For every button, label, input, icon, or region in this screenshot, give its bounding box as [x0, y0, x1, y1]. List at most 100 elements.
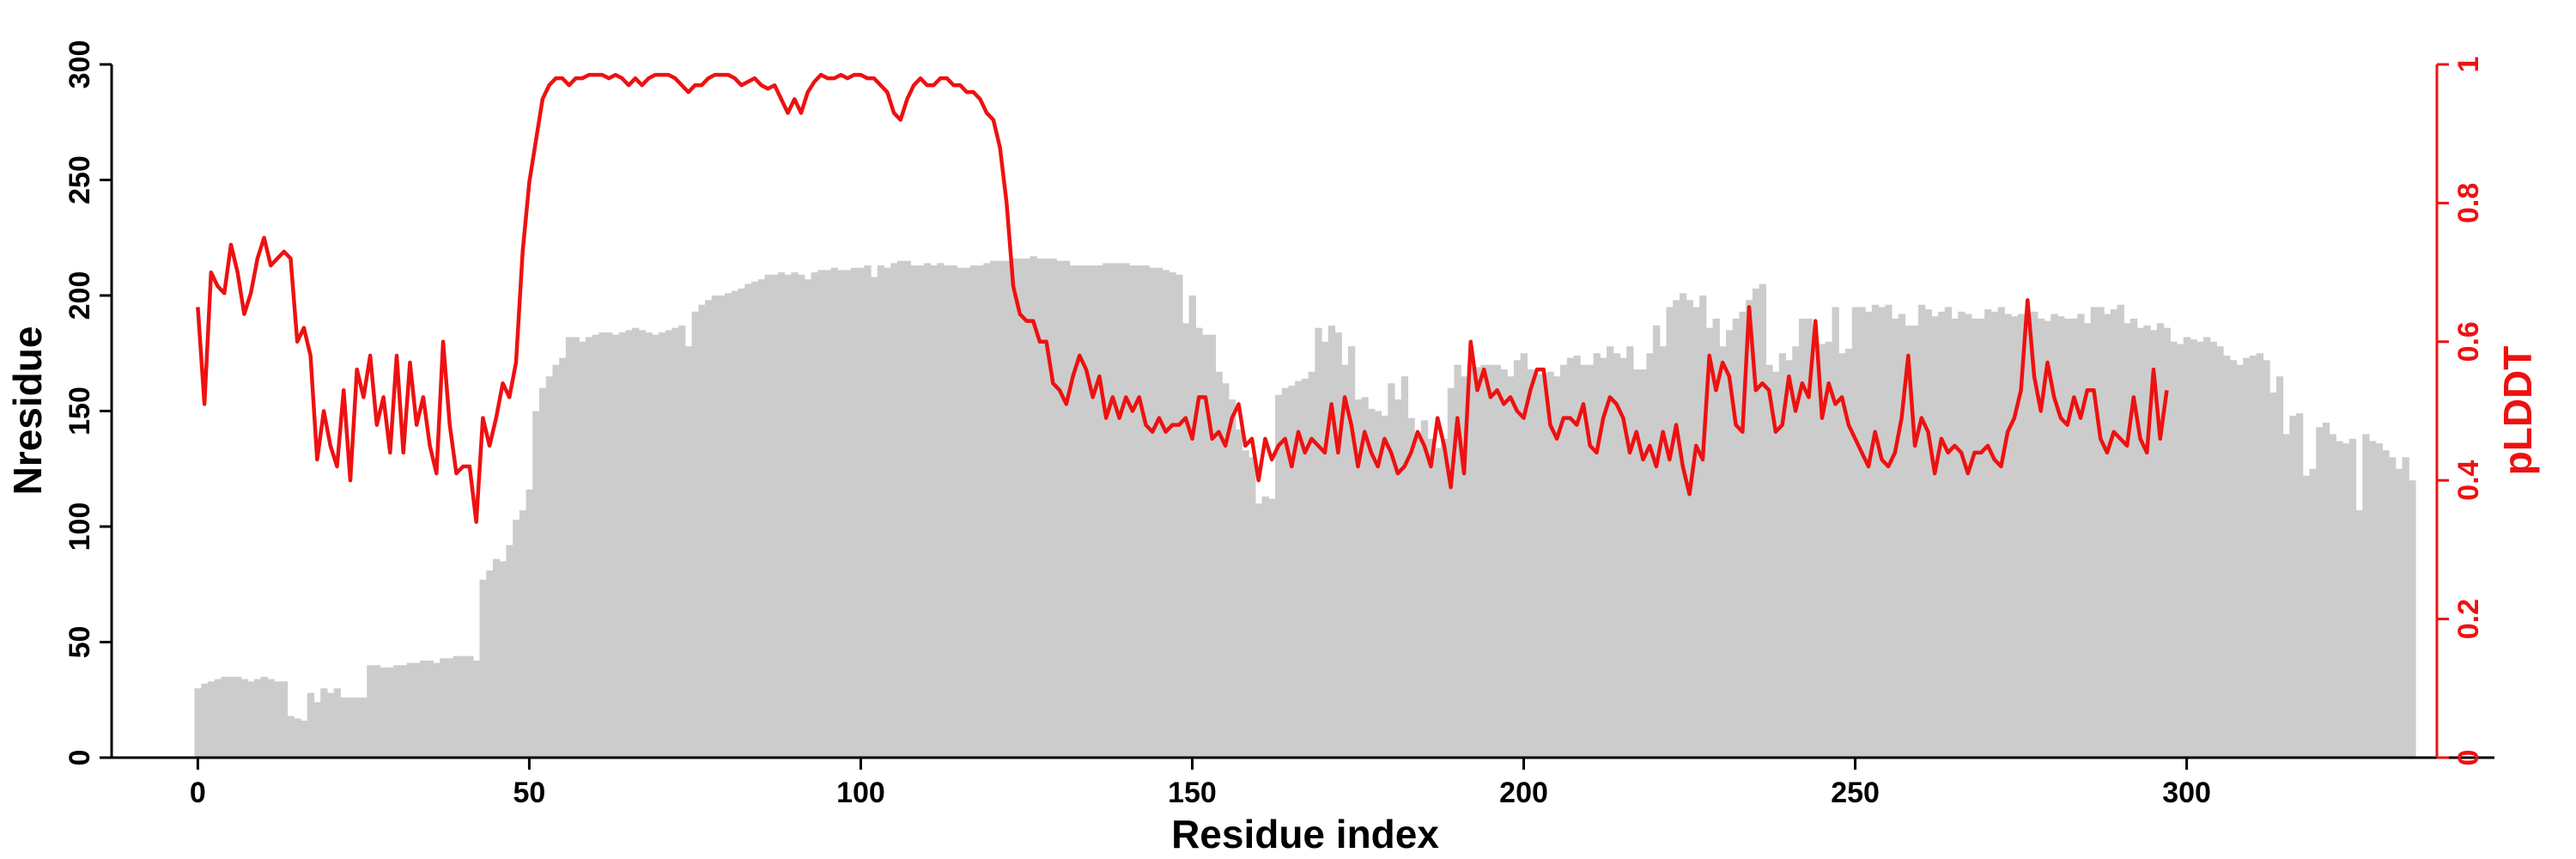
bar: [1156, 267, 1163, 758]
bar: [618, 332, 626, 758]
bar: [837, 270, 845, 758]
bar: [1892, 318, 1899, 758]
bar: [658, 332, 666, 758]
bar: [1036, 258, 1044, 758]
bar: [1566, 357, 1575, 758]
bar: [1115, 263, 1124, 758]
bar: [2402, 457, 2409, 758]
bar: [684, 346, 693, 758]
bar: [2269, 392, 2277, 758]
bar: [254, 679, 262, 758]
y-left-tick-label: 0: [64, 750, 96, 766]
bar: [817, 270, 825, 758]
bar: [1473, 367, 1481, 758]
bar: [1441, 438, 1449, 758]
bar: [1752, 288, 1760, 758]
bar: [1030, 256, 1037, 758]
bar: [857, 267, 865, 758]
bar: [1407, 417, 1415, 758]
bar: [2355, 510, 2363, 758]
bar: [784, 274, 792, 758]
bar: [983, 263, 991, 758]
bar: [1759, 283, 1766, 758]
y-right-tick-label: 0.4: [2452, 460, 2485, 500]
bar: [757, 279, 766, 758]
y-left-tick-label: 300: [64, 40, 96, 89]
bar: [1613, 353, 1621, 758]
bar: [1692, 307, 1700, 758]
bar: [896, 260, 905, 758]
bar: [1315, 327, 1322, 758]
bar: [751, 281, 759, 758]
bar: [2170, 341, 2178, 758]
bar: [446, 658, 454, 758]
bar: [399, 665, 408, 758]
bar: [2190, 339, 2197, 758]
bar: [1924, 309, 1932, 758]
bar: [2263, 360, 2270, 758]
bar: [1135, 265, 1144, 758]
bar: [333, 688, 341, 758]
bar: [340, 698, 348, 758]
y-left-tick-label: 100: [64, 503, 96, 551]
bar: [1805, 318, 1813, 758]
bar: [1798, 318, 1807, 758]
bar: [884, 267, 891, 758]
bar: [2004, 314, 2012, 758]
bar: [1480, 364, 1488, 758]
bar: [1182, 323, 1190, 758]
bar: [937, 263, 945, 758]
bar: [917, 265, 925, 758]
bar: [2216, 346, 2224, 758]
bar: [1619, 357, 1627, 758]
bar: [506, 545, 513, 758]
bar: [1593, 353, 1601, 758]
bar: [486, 570, 494, 758]
bar: [579, 341, 586, 758]
bar: [1414, 434, 1422, 758]
bar: [234, 676, 242, 758]
bar: [513, 519, 520, 758]
bar: [1673, 300, 1680, 758]
bar: [320, 688, 328, 758]
bar: [592, 334, 600, 758]
bar: [903, 260, 911, 758]
y-right-tick-label: 0.6: [2452, 321, 2485, 362]
bar: [930, 265, 938, 758]
bar: [1705, 327, 1714, 758]
bar: [433, 662, 440, 758]
bar: [950, 265, 957, 758]
bar: [2143, 325, 2151, 758]
y-axis-right-title: pLDDT: [2495, 346, 2540, 476]
bar: [1778, 353, 1787, 758]
plddt-line: [196, 72, 2169, 524]
bar: [1997, 307, 2005, 758]
bar: [2202, 337, 2211, 758]
y-axis-left-title: Nresidue: [5, 326, 50, 496]
bar: [214, 679, 222, 758]
bar: [1228, 399, 1236, 758]
bar: [1838, 353, 1846, 758]
bar: [996, 260, 1005, 758]
bar: [731, 290, 739, 758]
bar: [1520, 353, 1528, 758]
bar: [2348, 438, 2357, 758]
bar: [1149, 267, 1157, 758]
bar: [1301, 378, 1309, 758]
y-right-tick-label: 0: [2452, 750, 2485, 766]
bar: [598, 332, 606, 758]
bar: [1129, 265, 1137, 758]
bar: [2342, 443, 2350, 758]
bar: [2104, 314, 2111, 758]
bar: [1083, 265, 1091, 758]
bar: [1765, 364, 1773, 758]
bar: [1580, 364, 1588, 758]
bar: [2156, 323, 2165, 758]
bar: [804, 279, 812, 758]
bar: [552, 364, 560, 758]
bar: [1746, 300, 1753, 758]
bar: [2017, 314, 2026, 758]
bar: [1089, 265, 1097, 758]
bar: [1686, 300, 1694, 758]
bar: [1513, 360, 1522, 758]
